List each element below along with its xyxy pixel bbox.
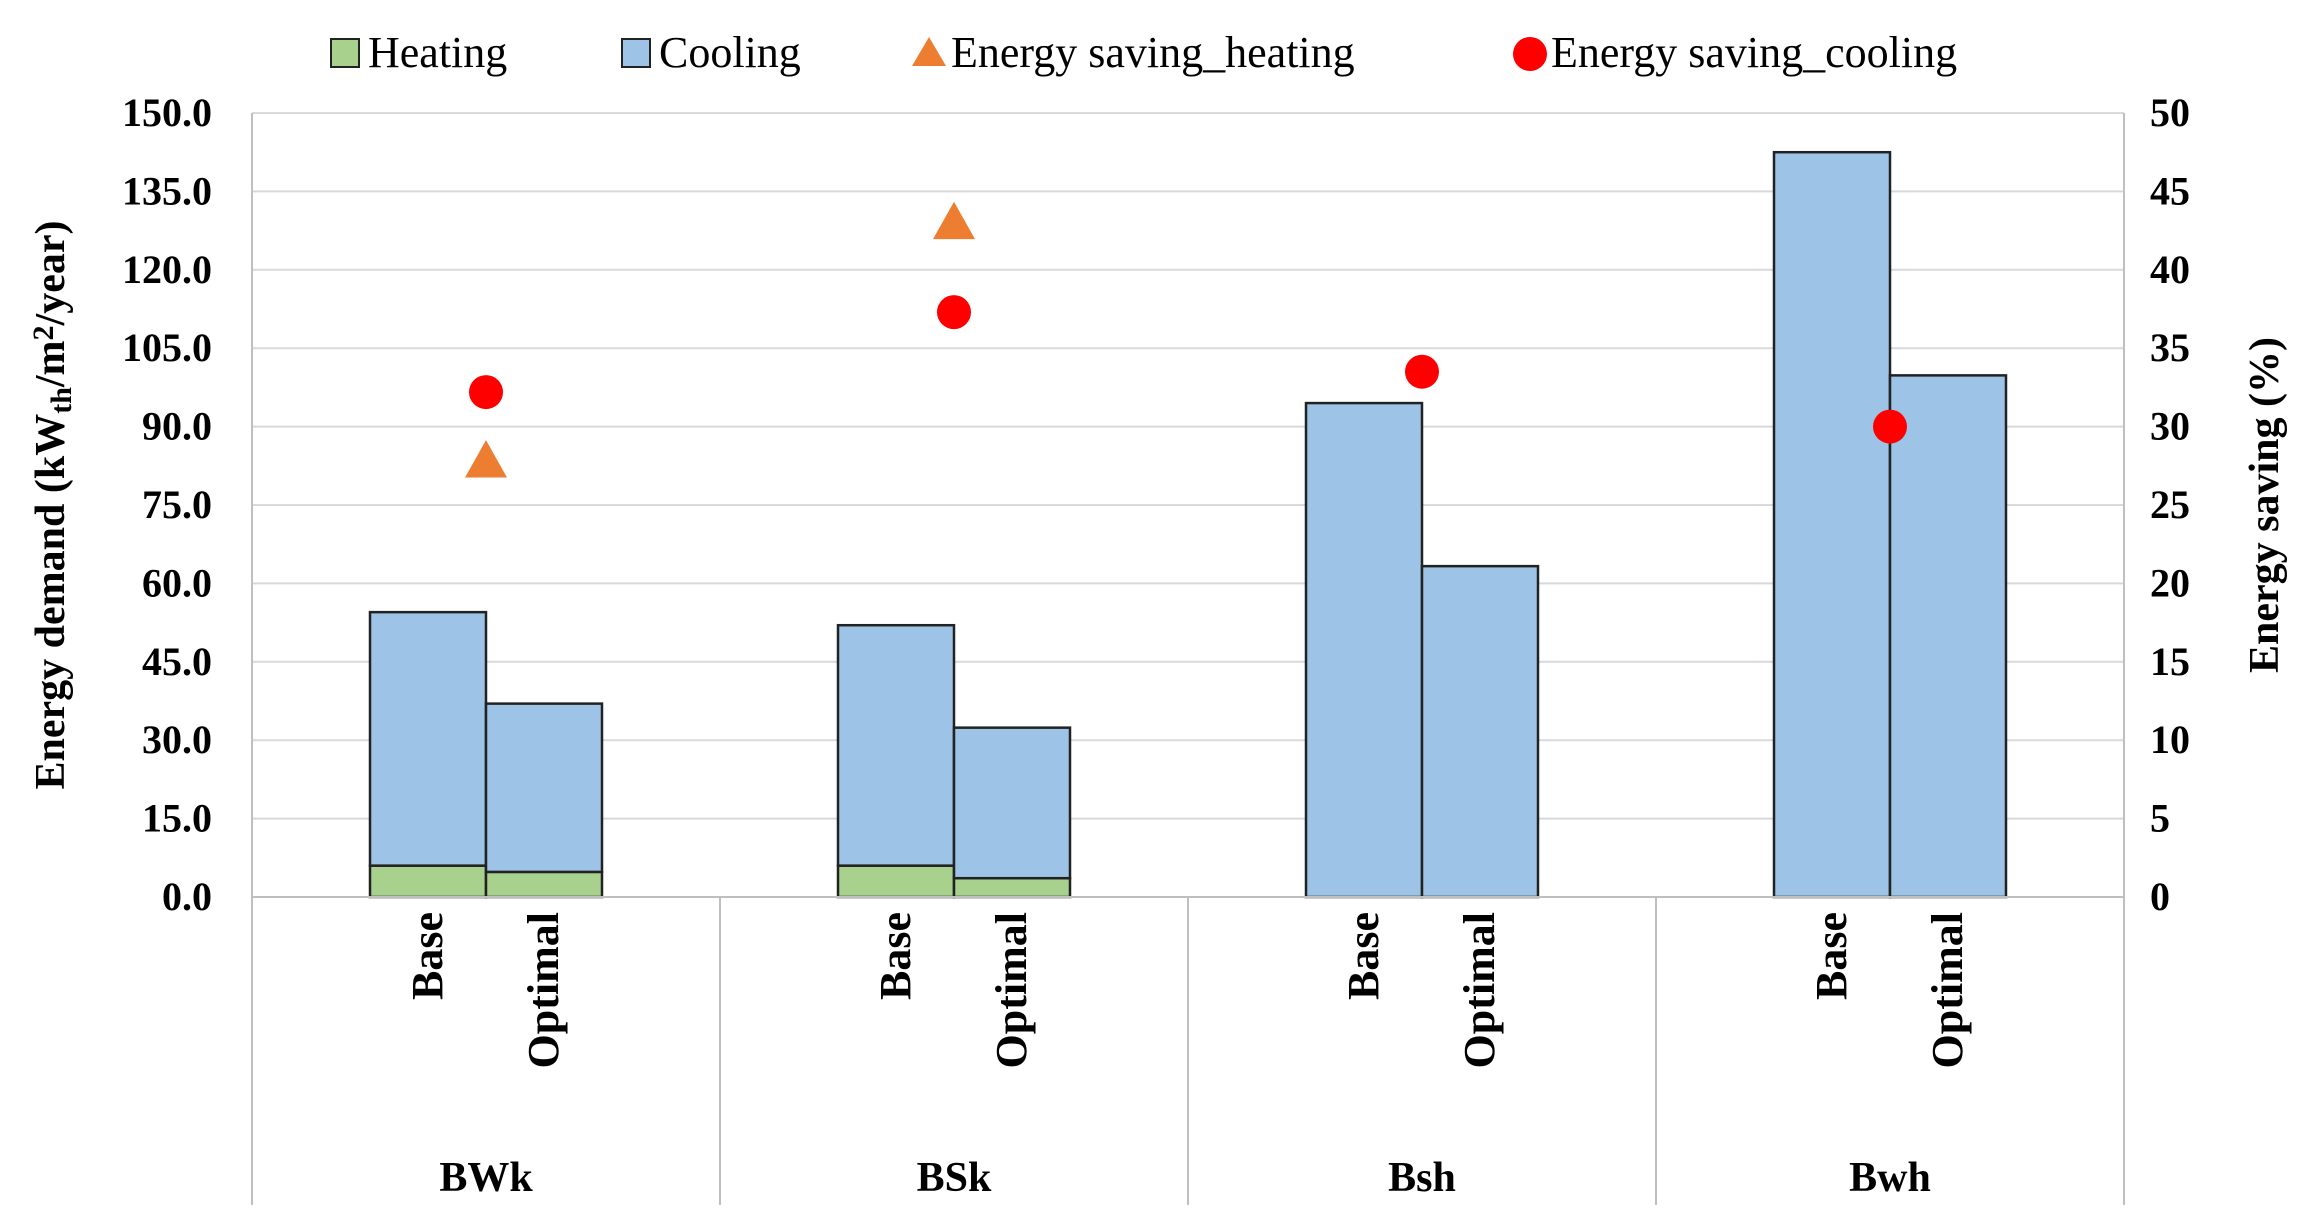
category-label: Base	[1339, 912, 1388, 1000]
legend-label-cooling: Cooling	[659, 28, 801, 77]
group-label: BWk	[439, 1155, 533, 1201]
bar-cooling	[368, 610, 488, 867]
legend-label-energy-saving-heating: Energy saving_heating	[951, 28, 1355, 77]
right-tick-label: 15	[2150, 639, 2190, 684]
points-layer	[465, 201, 1907, 478]
bars-layer	[368, 150, 2008, 899]
left-axis-title-sup: 2	[27, 325, 60, 340]
left-axis-title-mid: /m	[28, 340, 74, 388]
marker-energy-saving-cooling	[1873, 409, 1907, 444]
left-tick-label: 75.0	[142, 482, 212, 527]
legend-label-energy-saving-cooling: Energy saving_cooling	[1551, 28, 1957, 77]
right-tick-label: 30	[2150, 404, 2190, 449]
legend-swatch-cooling	[621, 38, 651, 68]
category-label: Optimal	[987, 912, 1036, 1068]
right-tick-label: 35	[2150, 325, 2190, 370]
category-label: Base	[403, 912, 452, 1000]
left-tick-label: 60.0	[142, 560, 212, 605]
left-axis-title-sub: th	[45, 387, 78, 414]
left-tick-label: 15.0	[142, 796, 212, 841]
left-tick-label: 30.0	[142, 717, 212, 762]
right-tick-label: 45	[2150, 168, 2190, 213]
group-label: BSk	[917, 1155, 992, 1201]
legend-label-heating: Heating	[368, 28, 507, 77]
left-axis-title: Energy demand (kWth/m2/year)	[27, 221, 78, 790]
left-tick-label: 135.0	[122, 168, 212, 213]
category-label: Optimal	[1923, 912, 1972, 1068]
marker-energy-saving-cooling	[1405, 354, 1439, 389]
bar-heating	[368, 864, 488, 899]
bar-cooling	[836, 623, 956, 867]
legend-layer: Heating Cooling Energy saving_heating Energ…	[330, 28, 1957, 77]
category-label: Base	[1807, 912, 1856, 1000]
legend-swatch-heating	[330, 38, 360, 68]
group-label: Bsh	[1388, 1155, 1456, 1201]
left-tick-label: 105.0	[122, 325, 212, 370]
axes-layer: 0.0 15.0 30.0 45.0 60.0 75.0 90.0 105.0 120.0 135…	[27, 90, 2288, 1205]
left-tick-label: 150.0	[122, 90, 212, 135]
right-tick-label: 20	[2150, 560, 2190, 605]
right-tick-label: 5	[2150, 796, 2170, 841]
bar-cooling	[484, 702, 604, 874]
right-axis-title: Energy saving (%)	[2242, 337, 2288, 673]
category-label: Base	[871, 912, 920, 1000]
bar-heating	[484, 870, 604, 899]
right-tick-label: 40	[2150, 247, 2190, 292]
category-label: Optimal	[1455, 912, 1504, 1068]
left-tick-label: 45.0	[142, 639, 212, 684]
bar-cooling	[1772, 150, 1892, 899]
left-axis-title-end: /year)	[28, 221, 74, 327]
bar-cooling	[1304, 401, 1424, 899]
right-tick-label: 0	[2150, 874, 2170, 919]
bar-cooling	[952, 726, 1072, 880]
marker-energy-saving-heating	[465, 440, 507, 478]
bar-cooling	[1420, 564, 1540, 899]
right-tick-label: 10	[2150, 717, 2190, 762]
left-axis-title-main: Energy demand (kW	[28, 414, 74, 790]
left-tick-label: 90.0	[142, 404, 212, 449]
category-label: Optimal	[519, 912, 568, 1068]
group-label: Bwh	[1849, 1155, 1931, 1201]
right-tick-label: 25	[2150, 482, 2190, 527]
right-tick-label: 50	[2150, 90, 2190, 135]
left-tick-label: 0.0	[162, 874, 212, 919]
marker-energy-saving-cooling	[469, 375, 503, 410]
legend-marker-heating	[912, 37, 946, 66]
bar-heating	[952, 876, 1072, 899]
legend-marker-cooling	[1513, 37, 1547, 71]
left-tick-label: 120.0	[122, 247, 212, 292]
bar-heating	[836, 864, 956, 899]
marker-energy-saving-cooling	[937, 295, 971, 330]
marker-energy-saving-heating	[933, 201, 975, 240]
bar-cooling	[1888, 374, 2008, 899]
